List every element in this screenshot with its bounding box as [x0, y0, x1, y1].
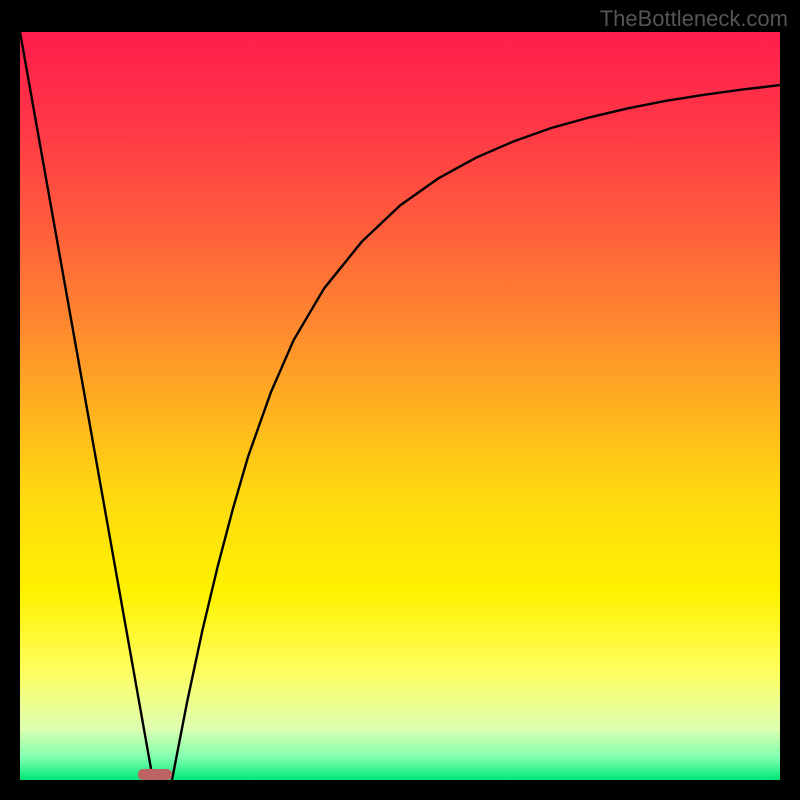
- bottleneck-marker: [138, 769, 172, 780]
- bottleneck-chart: TheBottleneck.com: [0, 0, 800, 800]
- watermark-text: TheBottleneck.com: [600, 6, 788, 32]
- chart-svg: [0, 0, 800, 800]
